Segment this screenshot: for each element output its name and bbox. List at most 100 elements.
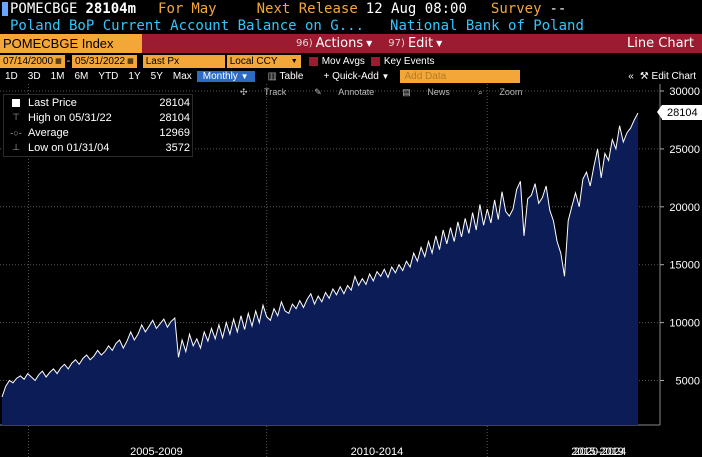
- legend-label: Low on 01/31/04: [28, 141, 110, 154]
- legend-row-average[interactable]: -○- Average 12969: [4, 125, 192, 140]
- pencil-icon: ✎: [314, 86, 325, 97]
- legend-label: Last Price: [28, 96, 77, 109]
- news-label: News: [427, 86, 450, 97]
- legend-value: 28104: [159, 96, 190, 109]
- security-input[interactable]: POMECBGE Index: [0, 34, 142, 53]
- x-tick-label: 2005-2009: [130, 446, 183, 457]
- legend-row-high[interactable]: ⊤ High on 05/31/22 28104: [4, 110, 192, 125]
- y-tick-label: 15000: [669, 260, 700, 272]
- table-icon: ▥: [267, 70, 280, 82]
- period-ytd[interactable]: YTD: [98, 70, 119, 82]
- high-marker-icon: ⊤: [12, 112, 20, 122]
- currency-select[interactable]: Local CCY ▼: [226, 54, 301, 68]
- next-release-label: Next Release: [256, 0, 358, 17]
- period-6m[interactable]: 6M: [74, 70, 89, 82]
- legend-label: Average: [28, 126, 69, 139]
- edit-chart-label: Edit Chart: [651, 70, 696, 82]
- frequency-select[interactable]: Monthly ▼: [196, 70, 255, 82]
- chart-toolbar: ✣ Track ✎ Annotate ▤ News ⌕ Zoom: [240, 86, 550, 98]
- command-bar: POMECBGE Index 96) Actions ▼ 97) Edit ▼ …: [0, 34, 702, 53]
- edit-chart-button[interactable]: « ⚒ Edit Chart: [623, 71, 702, 82]
- y-tick-label: 30000: [669, 86, 700, 98]
- ticker-symbol[interactable]: POMECBGE: [10, 0, 78, 17]
- calendar-icon: ▦: [55, 58, 62, 65]
- currency-value: Local CCY: [229, 55, 278, 67]
- field-value: Last Px: [145, 55, 180, 67]
- legend-swatch-icon: [10, 97, 22, 109]
- survey-label: Survey: [490, 0, 542, 17]
- period-max[interactable]: Max: [172, 70, 192, 82]
- frequency-value: Monthly: [202, 70, 238, 82]
- quick-add-label: + Quick-Add: [323, 70, 379, 82]
- chevron-down-icon: ▼: [366, 39, 373, 48]
- field-select[interactable]: Last Px: [142, 54, 225, 68]
- period-1y[interactable]: 1Y: [128, 70, 141, 82]
- legend-value: 3572: [165, 141, 190, 154]
- last-price-flag: 28104: [657, 105, 702, 120]
- add-data-input[interactable]: Add Data: [400, 69, 521, 83]
- zoom-label: Zoom: [499, 86, 523, 97]
- description-row: Poland BoP Current Account Balance on G.…: [0, 17, 702, 34]
- y-tick-label: 20000: [669, 202, 700, 214]
- legend-value: 12969: [159, 126, 190, 139]
- key-events-toggle[interactable]: Key Events: [370, 55, 435, 67]
- chart-legend: Last Price 28104 ⊤ High on 05/31/22 2810…: [3, 94, 193, 157]
- period-5y[interactable]: 5Y: [150, 70, 163, 82]
- mov-avgs-toggle[interactable]: Mov Avgs: [308, 55, 365, 67]
- y-axis-ticks: 5000 10000 15000 20000 25000 30000: [660, 86, 700, 388]
- double-chevron-left-icon: «: [628, 70, 634, 82]
- y-tick-label: 10000: [669, 318, 700, 330]
- ticker-header: POMECBGE 28104m For May Next Release 12 …: [0, 0, 702, 17]
- wrench-icon: ⚒: [639, 70, 652, 82]
- table-button[interactable]: ▥ Table: [263, 71, 309, 82]
- news-icon: ▤: [402, 86, 414, 97]
- legend-label: High on 05/31/22: [28, 111, 112, 124]
- legend-value: 28104: [159, 111, 190, 124]
- last-value: 28104m: [85, 0, 137, 17]
- y-tick-label: 25000: [669, 144, 700, 156]
- chart-type-label[interactable]: Line Chart: [627, 36, 694, 51]
- x-tick-label: 2020-2024: [574, 446, 627, 457]
- chevron-down-icon: ▼: [381, 71, 390, 81]
- edit-label: Edit: [407, 36, 434, 51]
- legend-row-low[interactable]: ⊥ Low on 01/31/04 3572: [4, 140, 192, 155]
- chevron-down-icon: ▼: [290, 57, 298, 65]
- table-label: Table: [279, 70, 304, 82]
- edit-menu[interactable]: 97) Edit ▼: [380, 34, 450, 53]
- data-source: National Bank of Poland: [390, 17, 584, 34]
- legend-row-last-price[interactable]: Last Price 28104: [4, 95, 192, 110]
- price-line: [1, 112, 639, 398]
- news-tool[interactable]: ▤ News: [402, 87, 464, 98]
- period-3d[interactable]: 3D: [27, 70, 41, 82]
- period-1d[interactable]: 1D: [5, 70, 18, 82]
- zoom-tool[interactable]: ⌕ Zoom: [478, 87, 537, 98]
- x-tick-label: 2015-2019: [571, 446, 624, 457]
- period-bar: 1D 3D 1M 6M YTD 1Y 5Y Max Monthly ▼ ▥ Ta…: [0, 69, 702, 83]
- annotate-tool[interactable]: ✎ Annotate: [314, 87, 388, 98]
- edit-number: 97): [388, 38, 405, 49]
- period-1m[interactable]: 1M: [50, 70, 65, 82]
- actions-menu[interactable]: 96) Actions ▼: [288, 34, 380, 53]
- start-date: 07/14/2000: [3, 55, 54, 67]
- actions-number: 96): [296, 38, 313, 49]
- track-tool[interactable]: ✣ Track: [240, 87, 300, 98]
- mov-avgs-label: Mov Avgs: [321, 55, 365, 67]
- chevron-down-icon: ▼: [436, 39, 443, 48]
- calendar-icon: ▦: [127, 58, 134, 65]
- period-label: For: [158, 0, 184, 17]
- key-events-label: Key Events: [383, 55, 435, 67]
- ticker-marker: [2, 1, 8, 16]
- range-bar: 07/14/2000 ▦ - 05/31/2022 ▦ Last Px Local …: [0, 54, 702, 68]
- start-date-field[interactable]: 07/14/2000 ▦: [0, 54, 65, 68]
- low-marker-icon: ⊥: [12, 142, 20, 152]
- average-marker-icon: -○-: [10, 127, 22, 138]
- x-tick-label: 2010-2014: [351, 446, 404, 457]
- end-date-field[interactable]: 05/31/2022 ▦: [72, 54, 137, 68]
- next-release-value: 12 Aug 08:00: [365, 0, 467, 17]
- end-date: 05/31/2022: [75, 55, 126, 67]
- track-label: Track: [264, 86, 287, 97]
- checkbox-icon: [308, 56, 318, 66]
- quick-add-button[interactable]: + Quick-Add ▼: [318, 71, 394, 82]
